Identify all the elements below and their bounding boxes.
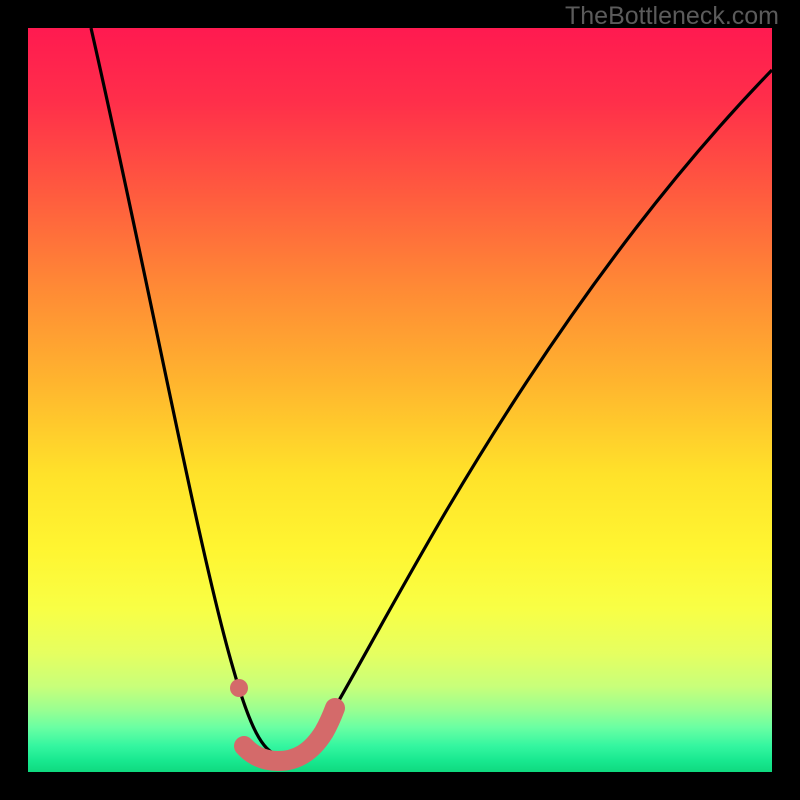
watermark-text: TheBottleneck.com	[565, 2, 779, 31]
highlight-dot	[230, 679, 248, 697]
chart-svg	[0, 0, 800, 800]
chart-frame: TheBottleneck.com	[0, 0, 800, 800]
plot-area	[28, 28, 772, 772]
plot-background	[28, 28, 772, 772]
